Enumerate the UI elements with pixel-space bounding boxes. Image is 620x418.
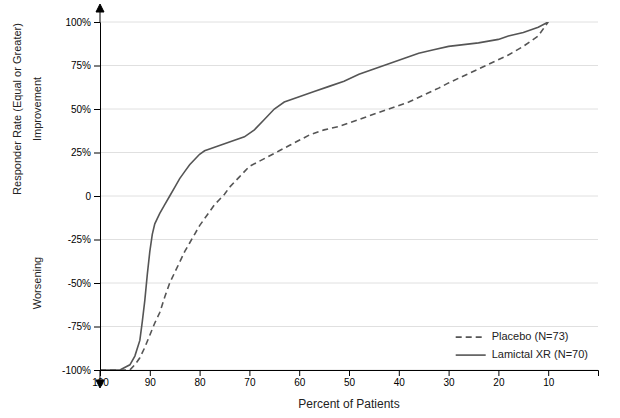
- legend-label: Placebo (N=73): [492, 330, 569, 342]
- tick-mark: [200, 370, 201, 376]
- tick-mark: [94, 283, 100, 284]
- plot: 100 90 80 70 60 50 40 30 20 10 -100% -75% -50% -25% 0 2…: [11, 4, 599, 411]
- tick-mark: [94, 109, 100, 110]
- x-axis-title: Percent of Patients: [298, 397, 399, 411]
- tick-mark: [399, 370, 400, 376]
- tick-label: 25%: [71, 147, 91, 158]
- tick-mark: [249, 370, 250, 376]
- tick-label: 50%: [71, 104, 91, 115]
- grid-line: [100, 283, 598, 284]
- tick-mark: [94, 66, 100, 67]
- tick-label: 40: [394, 377, 406, 388]
- grid-line: [100, 196, 598, 197]
- x-tick: 60: [294, 370, 306, 388]
- x-tick: 20: [493, 370, 505, 388]
- x-tick: 70: [244, 370, 256, 388]
- tick-label: -50%: [68, 278, 91, 289]
- x-tick: 90: [145, 370, 157, 388]
- y-tick: -25%: [68, 234, 100, 245]
- tick-mark: [299, 370, 300, 376]
- tick-label: -75%: [68, 321, 91, 332]
- x-tick: 10: [543, 370, 555, 388]
- axis-arrow: [96, 4, 104, 22]
- tick-mark: [94, 370, 100, 371]
- tick-mark: [94, 22, 100, 23]
- grid-line: [100, 109, 598, 110]
- tick-label: 50: [344, 377, 356, 388]
- tick-label: 30: [444, 377, 456, 388]
- legend-item: Lamictal XR (N=70): [456, 348, 588, 360]
- y-annotation: Improvement: [31, 77, 43, 141]
- y-annotation: Worsening: [31, 257, 43, 309]
- y-tick: 100%: [65, 17, 100, 28]
- tick-mark: [498, 370, 499, 376]
- y-tick: 50%: [71, 104, 100, 115]
- tick-label: 10: [543, 377, 555, 388]
- axis-line: [101, 371, 599, 377]
- y-tick: -50%: [68, 278, 100, 289]
- tick-mark: [94, 327, 100, 328]
- tick-mark: [150, 370, 151, 376]
- tick-label: 75%: [71, 60, 91, 71]
- tick-mark: [548, 370, 549, 376]
- series-line: [100, 22, 548, 370]
- axis-arrow: [96, 370, 104, 388]
- grid-line: [100, 152, 598, 153]
- tick-label: 60: [294, 377, 306, 388]
- tick-mark: [349, 370, 350, 376]
- grid-line: [100, 22, 598, 23]
- tick-label: 80: [195, 377, 207, 388]
- y-tick: 25%: [71, 147, 100, 158]
- y-tick: -100%: [62, 365, 100, 376]
- grid-line: [100, 239, 598, 240]
- tick-label: 20: [493, 377, 505, 388]
- tick-mark: [94, 153, 100, 154]
- y-tick: 75%: [71, 60, 100, 71]
- y-annotation: Responder Rate (Equal or Greater): [11, 23, 23, 195]
- series-line: [100, 22, 548, 370]
- tick-mark: [94, 196, 100, 197]
- axis-line: [94, 23, 101, 371]
- y-axis: -100% -75% -50% -25% 0 25% 50% 75% 100%: [62, 17, 100, 376]
- tick-label: 0: [85, 191, 91, 202]
- grid-line: [100, 326, 598, 327]
- x-tick: 50: [344, 370, 356, 388]
- legend-swatch: [456, 354, 486, 356]
- x-axis: 100 90 80 70 60 50 40 30 20 10: [92, 370, 598, 388]
- grid: [100, 22, 598, 370]
- chart: 100 90 80 70 60 50 40 30 20 10 -100% -75% -50% -25% 0 2…: [0, 0, 620, 418]
- y-tick: -75%: [68, 321, 100, 332]
- legend: Placebo (N=73) Lamictal XR (N=70): [456, 330, 588, 360]
- grid-line: [100, 65, 598, 66]
- legend-item: Placebo (N=73): [456, 330, 569, 342]
- axis-arrows: [96, 4, 104, 388]
- y-tick: 0: [85, 191, 100, 202]
- legend-label: Lamictal XR (N=70): [492, 348, 588, 360]
- tick-label: 100%: [65, 17, 91, 28]
- x-tick: 40: [394, 370, 406, 388]
- tick-mark: [449, 370, 450, 376]
- x-tick: 30: [444, 370, 456, 388]
- lines: [100, 22, 548, 370]
- x-tick: 100: [92, 370, 109, 388]
- tick-label: 70: [244, 377, 256, 388]
- x-tick: 80: [195, 370, 207, 388]
- tick-label: -100%: [62, 365, 91, 376]
- tick-label: 90: [145, 377, 157, 388]
- legend-swatch: [456, 336, 486, 338]
- tick-label: -25%: [68, 234, 91, 245]
- tick-mark: [94, 240, 100, 241]
